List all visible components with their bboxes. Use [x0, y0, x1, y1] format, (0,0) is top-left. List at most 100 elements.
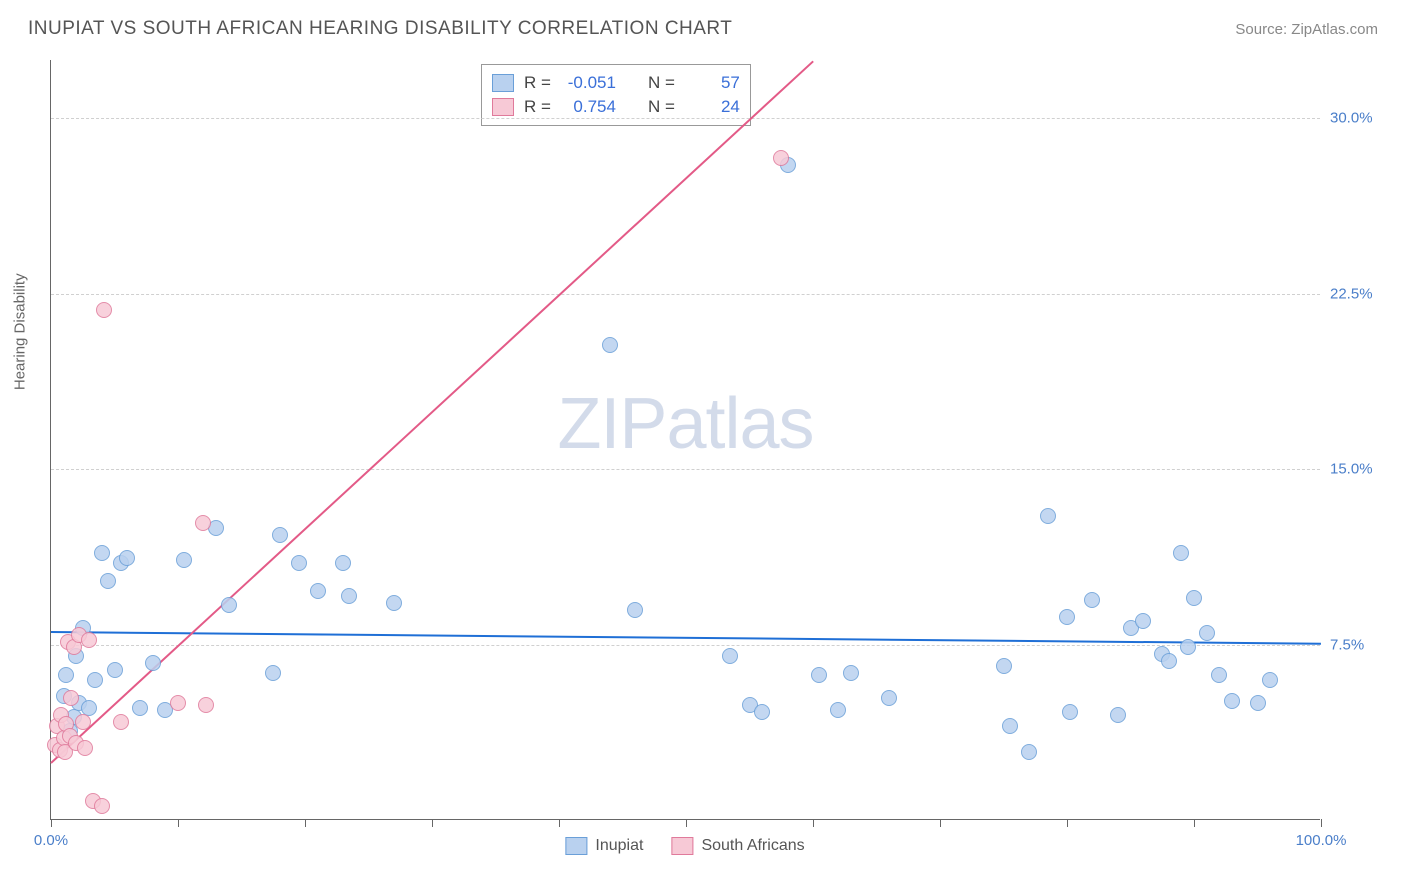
x-tick-label: 0.0%: [34, 832, 68, 849]
legend-item: Inupiat: [565, 837, 643, 855]
watermark: ZIPatlas: [557, 383, 813, 465]
data-point: [1021, 744, 1037, 760]
stats-swatch: [492, 98, 514, 116]
data-point: [87, 672, 103, 688]
data-point: [1262, 672, 1278, 688]
source-prefix: Source:: [1235, 21, 1291, 38]
data-point: [843, 665, 859, 681]
data-point: [77, 740, 93, 756]
data-point: [1084, 592, 1100, 608]
x-tick: [432, 819, 433, 827]
stats-n-label: N =: [648, 97, 675, 117]
data-point: [195, 515, 211, 531]
plot-area: ZIPatlas R =-0.051N =57R =0.754N =24 7.5…: [50, 60, 1320, 820]
data-point: [341, 588, 357, 604]
data-point: [1173, 545, 1189, 561]
legend-label: South Africans: [701, 837, 804, 855]
y-tick-label: 22.5%: [1330, 285, 1390, 302]
data-point: [100, 573, 116, 589]
legend-label: Inupiat: [595, 837, 643, 855]
data-point: [1250, 695, 1266, 711]
x-tick: [686, 819, 687, 827]
data-point: [1110, 707, 1126, 723]
stats-n-value: 24: [685, 97, 740, 117]
data-point: [722, 648, 738, 664]
x-tick: [1194, 819, 1195, 827]
data-point: [1135, 613, 1151, 629]
data-point: [221, 597, 237, 613]
legend-item: South Africans: [671, 837, 804, 855]
data-point: [291, 555, 307, 571]
data-point: [1040, 508, 1056, 524]
data-point: [1186, 590, 1202, 606]
data-point: [602, 337, 618, 353]
data-point: [176, 552, 192, 568]
data-point: [386, 595, 402, 611]
x-tick-label: 100.0%: [1296, 832, 1347, 849]
data-point: [265, 665, 281, 681]
data-point: [132, 700, 148, 716]
legend-swatch: [671, 837, 693, 855]
stats-r-label: R =: [524, 97, 551, 117]
data-point: [63, 690, 79, 706]
x-tick: [1067, 819, 1068, 827]
data-point: [754, 704, 770, 720]
stats-r-label: R =: [524, 73, 551, 93]
data-point: [1059, 609, 1075, 625]
data-point: [81, 632, 97, 648]
data-point: [272, 527, 288, 543]
gridline: [51, 645, 1320, 646]
y-tick-label: 15.0%: [1330, 461, 1390, 478]
data-point: [96, 302, 112, 318]
stats-n-label: N =: [648, 73, 675, 93]
data-point: [881, 690, 897, 706]
legend: Inupiat South Africans: [565, 837, 804, 855]
data-point: [94, 545, 110, 561]
stats-row: R = -0.051 N = 57: [492, 71, 740, 95]
chart-container: Hearing Disability ZIPatlas R =-0.051N =…: [50, 60, 1320, 820]
gridline: [51, 294, 1320, 295]
data-point: [58, 667, 74, 683]
source-name: ZipAtlas.com: [1291, 21, 1378, 38]
data-point: [1224, 693, 1240, 709]
data-point: [1199, 625, 1215, 641]
data-point: [830, 702, 846, 718]
data-point: [145, 655, 161, 671]
gridline: [51, 118, 1320, 119]
x-tick: [178, 819, 179, 827]
data-point: [1180, 639, 1196, 655]
stats-row: R = 0.754 N = 24: [492, 95, 740, 119]
y-axis-label: Hearing Disability: [12, 273, 29, 390]
stats-swatch: [492, 74, 514, 92]
data-point: [1161, 653, 1177, 669]
data-point: [119, 550, 135, 566]
chart-source: Source: ZipAtlas.com: [1235, 21, 1378, 38]
data-point: [1211, 667, 1227, 683]
y-tick-label: 7.5%: [1330, 636, 1390, 653]
data-point: [996, 658, 1012, 674]
stats-n-value: 57: [685, 73, 740, 93]
data-point: [627, 602, 643, 618]
stats-r-value: -0.051: [561, 73, 616, 93]
stats-r-value: 0.754: [561, 97, 616, 117]
x-tick: [305, 819, 306, 827]
data-point: [170, 695, 186, 711]
legend-swatch: [565, 837, 587, 855]
stats-box: R = -0.051 N = 57 R = 0.754 N = 24: [481, 64, 751, 126]
data-point: [113, 714, 129, 730]
x-tick: [940, 819, 941, 827]
data-point: [310, 583, 326, 599]
x-tick: [559, 819, 560, 827]
trend-line: [50, 60, 813, 763]
data-point: [335, 555, 351, 571]
data-point: [198, 697, 214, 713]
y-tick-label: 30.0%: [1330, 110, 1390, 127]
data-point: [1002, 718, 1018, 734]
gridline: [51, 469, 1320, 470]
chart-title: INUPIAT VS SOUTH AFRICAN HEARING DISABIL…: [28, 18, 732, 40]
data-point: [107, 662, 123, 678]
data-point: [1062, 704, 1078, 720]
x-tick: [813, 819, 814, 827]
x-tick: [1321, 819, 1322, 827]
data-point: [773, 150, 789, 166]
